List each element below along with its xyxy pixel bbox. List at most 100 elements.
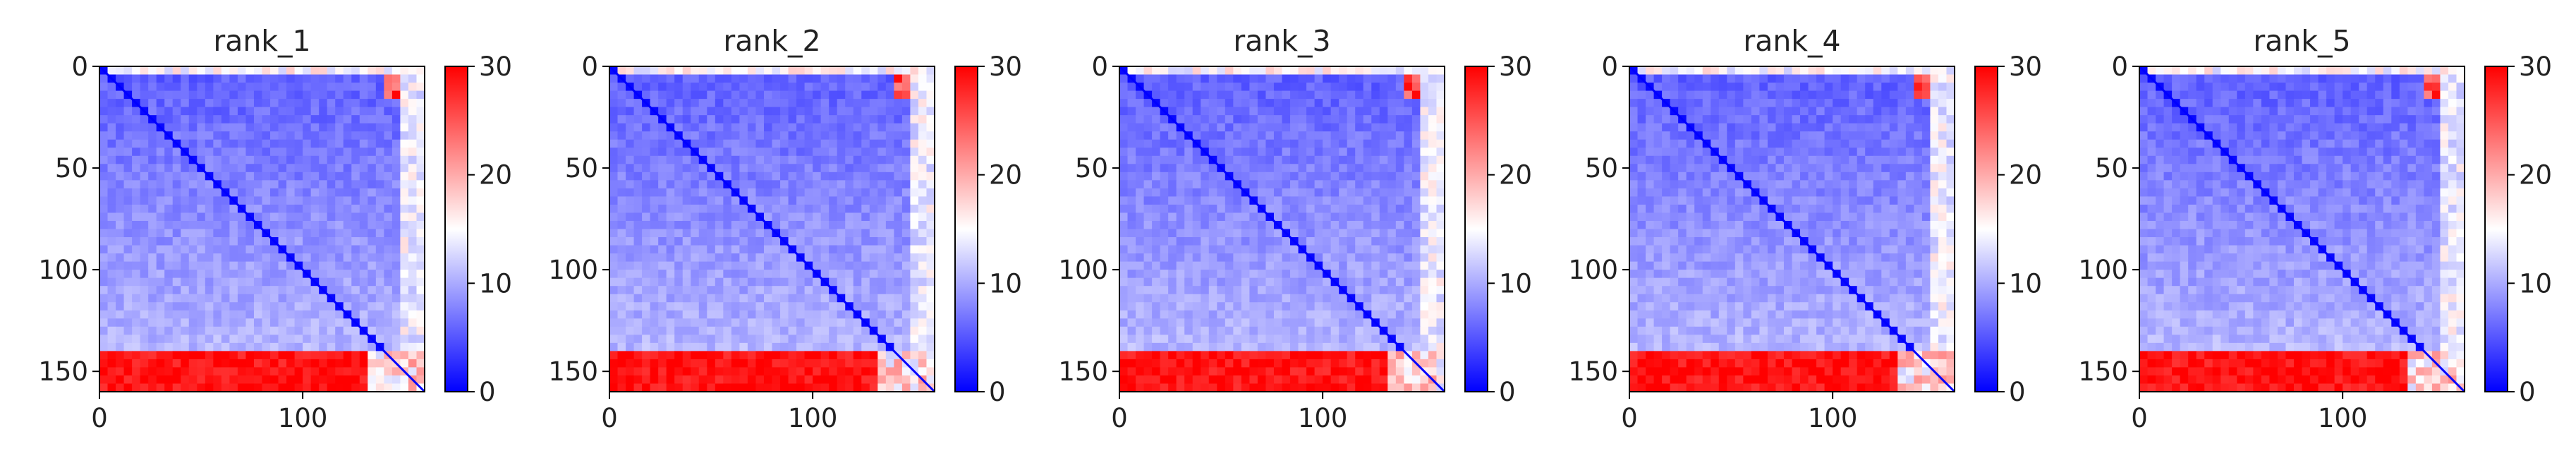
heatmap-cell	[763, 155, 773, 164]
heatmap-cell	[1371, 359, 1380, 368]
heatmap-cell	[682, 83, 691, 92]
heatmap-cell	[253, 139, 263, 148]
heatmap-cell	[1127, 318, 1136, 327]
heatmap-cell	[877, 359, 887, 368]
heatmap-cell	[755, 383, 765, 392]
heatmap-cell	[303, 351, 312, 360]
heatmap-cell	[1282, 107, 1291, 116]
heatmap-cell	[1184, 318, 1193, 327]
heatmap-cell	[1241, 180, 1251, 189]
heatmap-cell	[877, 196, 887, 205]
heatmap-cell	[237, 294, 247, 303]
heatmap-cell	[650, 286, 659, 295]
heatmap-cell	[829, 180, 838, 189]
heatmap-cell	[1436, 237, 1445, 246]
heatmap-cell	[303, 310, 312, 319]
heatmap-cell	[820, 302, 830, 311]
heatmap-cell	[626, 351, 635, 360]
heatmap-cell	[1273, 180, 1283, 189]
heatmap-cell	[739, 367, 748, 376]
heatmap-cell	[813, 302, 822, 311]
heatmap-cell	[205, 131, 214, 140]
heatmap-cell	[837, 204, 846, 214]
heatmap-cell	[845, 164, 854, 173]
heatmap-cell	[400, 302, 409, 311]
heatmap-cell	[188, 83, 198, 92]
heatmap-cell	[400, 310, 409, 319]
heatmap-cell	[918, 229, 928, 238]
heatmap-cell	[140, 148, 149, 157]
heatmap-cell	[885, 237, 894, 246]
heatmap-cell	[755, 139, 765, 148]
heatmap-cell	[375, 123, 384, 132]
heatmap-cell	[229, 220, 238, 230]
heatmap-cell	[918, 123, 928, 132]
heatmap-cell	[1136, 270, 1145, 279]
heatmap-cell	[245, 261, 255, 270]
heatmap-cell	[739, 164, 748, 173]
heatmap-cell	[1217, 342, 1226, 351]
heatmap-cell	[205, 342, 214, 351]
heatmap-cell	[1168, 164, 1177, 173]
heatmap-cell	[1192, 123, 1201, 132]
heatmap-cell	[1379, 318, 1388, 327]
heatmap-cell	[1143, 99, 1153, 108]
heatmap-cell	[788, 131, 797, 140]
heatmap-cell	[1201, 383, 1210, 392]
heatmap-cell	[1184, 180, 1193, 189]
heatmap-cell	[172, 148, 181, 157]
heatmap-cell	[1208, 310, 1217, 319]
heatmap-cell	[617, 131, 626, 140]
heatmap-cell	[1184, 188, 1193, 198]
heatmap-cell	[772, 359, 781, 368]
heatmap-cell	[837, 367, 846, 376]
heatmap-cell	[1152, 229, 1161, 238]
heatmap-cell	[1143, 172, 1153, 181]
heatmap-cell	[1192, 302, 1201, 311]
heatmap-cell	[310, 212, 320, 222]
heatmap-cell	[707, 99, 716, 108]
heatmap-cell	[1347, 261, 1356, 270]
heatmap-cell	[1127, 383, 1136, 392]
heatmap-cell	[813, 180, 822, 189]
heatmap-cell	[1265, 115, 1275, 124]
heatmap-cell	[294, 367, 303, 376]
heatmap-cell	[1436, 74, 1445, 83]
heatmap-cell	[278, 270, 287, 279]
heatmap-cell	[343, 326, 352, 335]
heatmap-cell	[327, 220, 336, 230]
heatmap-cell	[918, 66, 928, 76]
heatmap-cell	[1347, 107, 1356, 116]
heatmap-cell	[245, 172, 255, 181]
heatmap-cell	[1249, 342, 1258, 351]
heatmap-cell	[715, 180, 724, 189]
heatmap-cell	[123, 115, 133, 124]
heatmap-cell	[1306, 123, 1316, 132]
heatmap-cell	[1217, 74, 1226, 83]
heatmap-cell	[837, 155, 846, 164]
heatmap-cell	[1387, 367, 1397, 376]
heatmap-cell	[1225, 131, 1234, 140]
heatmap-cell	[650, 180, 659, 189]
heatmap-cell	[1225, 359, 1234, 368]
heatmap-cell	[820, 342, 830, 351]
heatmap-cell	[416, 90, 425, 100]
heatmap-cell	[910, 261, 919, 270]
heatmap-cell	[1339, 270, 1348, 279]
heatmap-cell	[1233, 196, 1242, 205]
heatmap-cell	[205, 188, 214, 198]
heatmap-cell	[205, 180, 214, 189]
heatmap-cell	[666, 270, 675, 279]
heatmap-cell	[869, 220, 878, 230]
heatmap-cell	[351, 277, 360, 287]
heatmap-cell	[1379, 310, 1388, 319]
heatmap-cell	[384, 220, 393, 230]
heatmap-cell	[1404, 270, 1413, 279]
colorbar-tick-label: 0	[1499, 377, 1516, 407]
heatmap-cell	[885, 367, 894, 376]
heatmap-cell	[1201, 196, 1210, 205]
heatmap-cell	[221, 253, 231, 263]
heatmap-cell	[877, 90, 887, 100]
heatmap-cell	[319, 294, 328, 303]
heatmap-cell	[140, 123, 149, 132]
